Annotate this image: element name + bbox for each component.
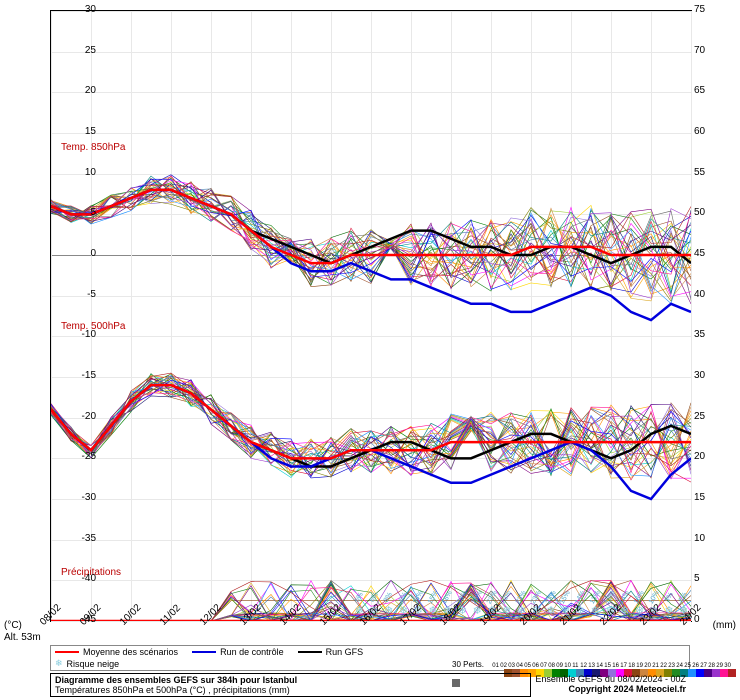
y-tick: -25 bbox=[56, 451, 96, 462]
y-tick: 0 bbox=[56, 248, 96, 259]
y2-tick: 40 bbox=[694, 289, 724, 300]
snowflake-icon: ❄ bbox=[55, 658, 63, 669]
pert-color bbox=[704, 669, 712, 677]
y-tick: 15 bbox=[56, 126, 96, 137]
y-tick: -10 bbox=[56, 329, 96, 340]
y2-tick: 75 bbox=[694, 4, 724, 15]
y2-tick: 20 bbox=[694, 451, 724, 462]
legend-control: Run de contrôle bbox=[192, 647, 284, 657]
y-tick: -20 bbox=[56, 411, 96, 422]
y2-tick: 65 bbox=[694, 85, 724, 96]
y2-tick: 35 bbox=[694, 329, 724, 340]
ensemble-chart-container: Temp. 850hPa Temp. 500hPa Précipitations… bbox=[0, 0, 740, 700]
y-tick: 5 bbox=[56, 207, 96, 218]
legend-mean: Moyenne des scénarios bbox=[55, 647, 178, 657]
y-tick: -30 bbox=[56, 492, 96, 503]
label-t850: Temp. 850hPa bbox=[61, 142, 126, 153]
snow-risk-row: 6%6%8%6%14%15%18%23%25%23%23%23%23%23%15… bbox=[352, 594, 691, 601]
y2-tick: 25 bbox=[694, 411, 724, 422]
y-tick: 10 bbox=[56, 167, 96, 178]
footer: Diagramme des ensembles GEFS sur 384h po… bbox=[50, 673, 690, 697]
y-axis-unit: (°C) bbox=[4, 620, 22, 631]
pert-color bbox=[720, 669, 728, 677]
alt-label: Alt. 53m bbox=[4, 632, 41, 643]
y2-tick: 60 bbox=[694, 126, 724, 137]
plot-area: Temp. 850hPa Temp. 500hPa Précipitations… bbox=[50, 10, 692, 622]
legend-gfs: Run GFS bbox=[298, 647, 364, 657]
footer-title-box: Diagramme des ensembles GEFS sur 384h po… bbox=[50, 673, 531, 697]
pert-color bbox=[712, 669, 720, 677]
y2-tick: 5 bbox=[694, 573, 724, 584]
y2-tick: 70 bbox=[694, 45, 724, 56]
y-tick: -40 bbox=[56, 573, 96, 584]
y-tick: 25 bbox=[56, 45, 96, 56]
y2-tick: 30 bbox=[694, 370, 724, 381]
pert-color bbox=[728, 669, 736, 677]
y2-tick: 50 bbox=[694, 207, 724, 218]
y2-tick: 55 bbox=[694, 167, 724, 178]
y2-axis-unit: (mm) bbox=[713, 620, 736, 631]
y2-tick: 15 bbox=[694, 492, 724, 503]
footer-credits: Ensemble GEFS du 08/02/2024 - 00Z Copyri… bbox=[531, 673, 690, 697]
y2-tick: 45 bbox=[694, 248, 724, 259]
y-tick: -15 bbox=[56, 370, 96, 381]
y-tick: 20 bbox=[56, 85, 96, 96]
plot-svg bbox=[51, 11, 691, 621]
y-tick: -5 bbox=[56, 289, 96, 300]
y2-tick: 10 bbox=[694, 533, 724, 544]
y-tick: 30 bbox=[56, 4, 96, 15]
y-tick: -35 bbox=[56, 533, 96, 544]
pert-color bbox=[696, 669, 704, 677]
